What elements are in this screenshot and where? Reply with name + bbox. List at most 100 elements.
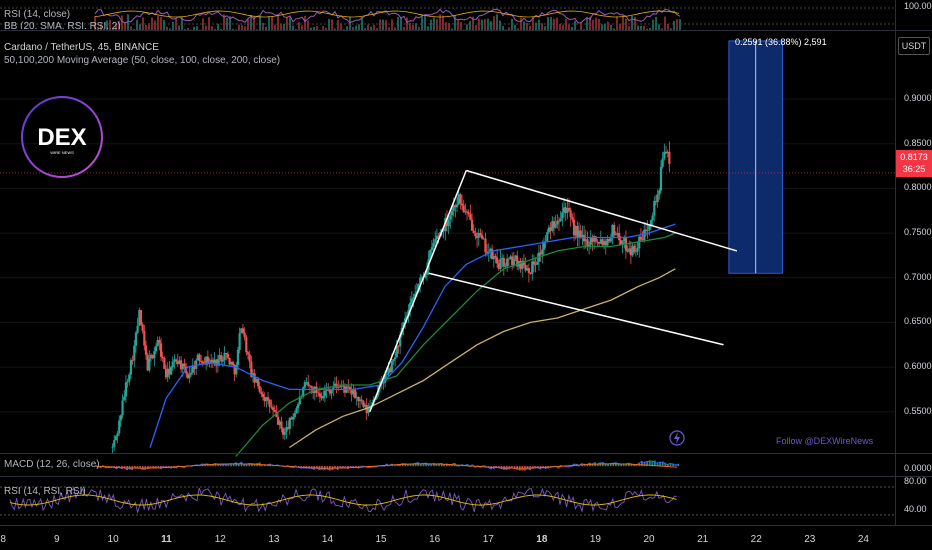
flag-pole-line xyxy=(369,170,467,413)
candle-body xyxy=(340,385,343,387)
candle-body xyxy=(644,229,648,232)
candle-body xyxy=(567,208,571,211)
candle-body xyxy=(534,264,537,266)
candle-body xyxy=(529,272,532,274)
macd-histogram-bar xyxy=(451,464,453,467)
macd-value: 0.0000 xyxy=(904,463,932,473)
top-pane-signal xyxy=(94,10,680,18)
price-tick-label: 0.8500 xyxy=(904,137,932,148)
candle-body xyxy=(213,359,216,364)
time-tick-label: 12 xyxy=(214,534,226,545)
candle-body xyxy=(203,363,206,365)
time-tick-label: 13 xyxy=(268,534,280,545)
candle-body xyxy=(646,229,649,232)
candle-body xyxy=(220,355,223,362)
candle-body xyxy=(467,212,470,215)
time-tick-label: 10 xyxy=(107,534,119,545)
macd-histogram-bar xyxy=(669,462,672,467)
candle-body xyxy=(663,151,666,159)
candle-body xyxy=(293,413,296,417)
macd-histogram-bar xyxy=(266,464,269,467)
rsi-label[interactable]: RSI (14, RSI, RSI) xyxy=(4,486,86,497)
macd-histogram-bar xyxy=(264,464,266,467)
candle-body xyxy=(584,239,587,242)
macd-histogram-bar xyxy=(222,464,225,467)
candle-body xyxy=(512,259,515,266)
candle-body xyxy=(163,358,166,370)
macd-histogram-bar xyxy=(388,465,391,467)
candle-body xyxy=(352,389,355,395)
candle-body xyxy=(383,374,387,383)
time-tick-label: 19 xyxy=(589,534,601,545)
chart-title[interactable]: Cardano / TetherUS, 45, BINANCE xyxy=(4,42,159,53)
macd-histogram-bar xyxy=(238,464,240,467)
candle-body xyxy=(158,339,161,344)
candle-body xyxy=(641,239,644,241)
macd-histogram-bar xyxy=(342,466,344,468)
macd-histogram-bar xyxy=(232,463,235,467)
candle-body xyxy=(211,359,214,364)
candle-body xyxy=(472,230,475,234)
time-tick-label: 18 xyxy=(536,534,548,545)
candle-body xyxy=(445,218,449,227)
candle-body xyxy=(206,356,209,364)
candle-body xyxy=(124,382,128,397)
macd-histogram-bar xyxy=(412,463,414,467)
candle-body xyxy=(141,324,144,331)
candle-body xyxy=(599,239,602,244)
candle-body xyxy=(154,346,158,352)
candle-body xyxy=(571,217,574,220)
rsi-ma-line xyxy=(9,494,677,506)
candle-body xyxy=(283,431,286,435)
currency-button[interactable]: USDT xyxy=(898,37,930,55)
candle-body xyxy=(526,268,529,271)
candle-body xyxy=(450,211,454,216)
time-tick-label: 17 xyxy=(482,534,494,545)
candle-body xyxy=(121,400,124,416)
candle-body xyxy=(604,241,607,246)
macd-label[interactable]: MACD (12, 26, close) xyxy=(4,459,100,470)
lightning-icon[interactable] xyxy=(669,430,685,446)
macd-histogram-bar xyxy=(596,464,599,467)
macd-histogram-bar xyxy=(230,463,232,467)
candle-body xyxy=(248,354,251,362)
price-tick-label: 0.6000 xyxy=(904,361,932,372)
candle-body xyxy=(133,345,136,361)
macd-histogram-bar xyxy=(648,460,651,467)
candle-body xyxy=(470,219,474,231)
macd-histogram-bar xyxy=(123,466,126,468)
macd-histogram-bar xyxy=(394,464,396,467)
candle-body xyxy=(477,233,480,238)
trendline-annotations[interactable] xyxy=(369,169,738,413)
candle-body xyxy=(305,382,308,383)
macd-histogram-bar xyxy=(664,462,667,467)
indicator-legend[interactable]: 50,100,200 Moving Average (50, close, 10… xyxy=(4,55,281,66)
candle-body xyxy=(238,333,241,351)
candle-body xyxy=(656,194,659,203)
top-pane-bg xyxy=(0,0,895,30)
candle-body xyxy=(643,229,646,240)
moving-averages xyxy=(149,223,676,457)
candle-body xyxy=(131,360,134,361)
candle-body xyxy=(325,389,328,391)
candle-body xyxy=(501,257,504,259)
candle-body xyxy=(215,359,218,366)
candle-body xyxy=(287,427,290,429)
candle-body xyxy=(484,238,487,253)
candle-body xyxy=(378,381,382,386)
candle-body xyxy=(511,256,514,266)
candle-body xyxy=(261,394,265,398)
candle-body xyxy=(417,283,420,292)
candle-body xyxy=(482,238,485,240)
macd-indicator xyxy=(94,460,680,471)
candle-body xyxy=(193,365,196,369)
candle-body xyxy=(114,436,117,441)
candle-body xyxy=(233,364,236,375)
candle-body xyxy=(409,302,412,310)
candle-body xyxy=(524,264,527,271)
candle-body xyxy=(111,446,114,448)
candle-body xyxy=(577,230,581,238)
candle-body xyxy=(196,354,199,361)
